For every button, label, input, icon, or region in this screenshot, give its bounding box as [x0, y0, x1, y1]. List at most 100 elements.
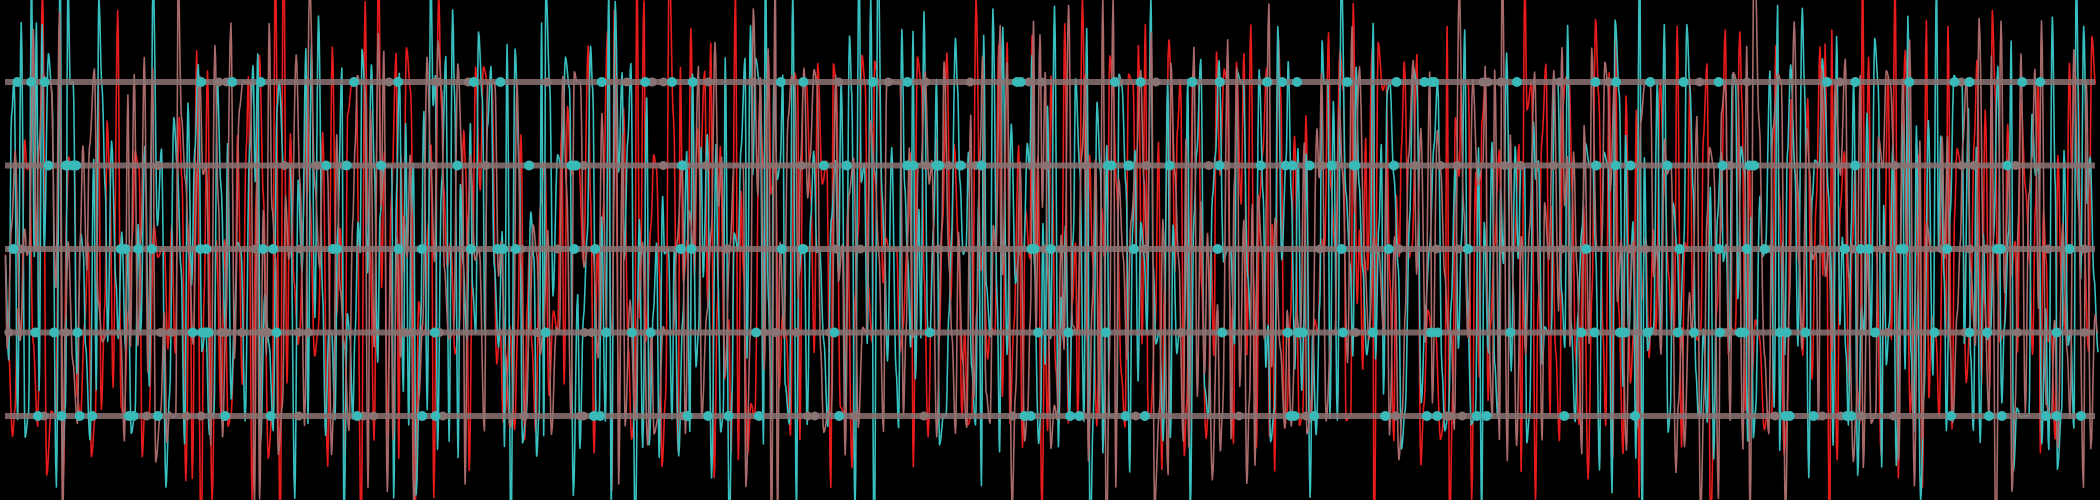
- level-marker-0-2-32: [1057, 245, 1066, 254]
- level-marker-1-2-4: [1742, 244, 1752, 254]
- level-marker-1-4-15: [349, 77, 359, 87]
- level-marker-1-4-28: [2035, 77, 2045, 87]
- level-marker-1-1-20: [73, 328, 83, 338]
- level-marker-1-2-31: [1992, 244, 2002, 254]
- level-marker-0-4-21: [214, 78, 223, 87]
- level-marker-1-2-38: [268, 244, 278, 254]
- level-marker-0-2-23: [723, 245, 732, 254]
- level-marker-1-0-1: [2052, 411, 2062, 421]
- level-marker-0-2-24: [1557, 245, 1566, 254]
- level-marker-1-3-25: [1611, 161, 1621, 171]
- level-marker-1-2-25: [201, 244, 211, 254]
- level-marker-0-2-10: [1454, 245, 1463, 254]
- level-marker-1-2-9: [1675, 244, 1685, 254]
- level-marker-0-1-18: [2080, 328, 2089, 337]
- level-marker-0-2-25: [2044, 245, 2053, 254]
- level-marker-0-2-21: [1815, 245, 1824, 254]
- level-marker-1-2-12: [147, 244, 157, 254]
- level-marker-0-0-1: [919, 412, 928, 421]
- level-marker-0-0-11: [1889, 412, 1898, 421]
- level-marker-1-0-31: [683, 411, 693, 421]
- level-marker-0-3-32: [1957, 161, 1966, 170]
- level-marker-0-3-31: [797, 161, 806, 170]
- level-marker-0-0-28: [519, 412, 528, 421]
- level-marker-0-2-18: [2080, 245, 2089, 254]
- level-marker-0-1-33: [2013, 328, 2022, 337]
- level-marker-0-2-17: [1432, 245, 1441, 254]
- level-marker-0-4-23: [1695, 78, 1704, 87]
- level-marker-1-1-2: [925, 328, 935, 338]
- level-marker-0-4-13: [747, 78, 756, 87]
- level-marker-1-3-31: [819, 161, 829, 171]
- level-marker-1-4-25: [688, 77, 698, 87]
- level-marker-1-1-25: [1368, 328, 1378, 338]
- level-marker-1-0-19: [595, 411, 605, 421]
- level-marker-0-2-22: [553, 245, 562, 254]
- level-marker-1-1-42: [1590, 328, 1600, 338]
- level-marker-1-1-39: [1433, 328, 1443, 338]
- level-marker-0-3-19: [1969, 161, 1978, 170]
- level-marker-1-1-17: [1643, 328, 1653, 338]
- level-marker-1-3-42: [1745, 161, 1755, 171]
- level-marker-0-1-10: [166, 328, 175, 337]
- level-marker-0-3-26: [427, 161, 436, 170]
- level-marker-1-3-35: [524, 161, 534, 171]
- level-marker-0-3-27: [1890, 161, 1899, 170]
- level-marker-1-4-23: [1136, 77, 1146, 87]
- level-marker-1-0-25: [834, 411, 844, 421]
- level-marker-1-2-22: [511, 244, 521, 254]
- level-marker-0-2-27: [1394, 245, 1403, 254]
- level-marker-0-0-25: [1857, 412, 1866, 421]
- level-marker-0-3-8: [1082, 161, 1091, 170]
- level-marker-1-1-9: [272, 328, 282, 338]
- level-marker-0-3-11: [280, 161, 289, 170]
- level-marker-1-2-21: [1942, 244, 1952, 254]
- level-marker-1-1-24: [829, 328, 839, 338]
- level-marker-1-1-12: [188, 328, 198, 338]
- level-marker-1-0-21: [1997, 411, 2007, 421]
- level-marker-1-1-23: [601, 328, 611, 338]
- level-marker-1-0-26: [1472, 411, 1482, 421]
- level-marker-1-4-32: [1645, 77, 1655, 87]
- level-marker-1-0-13: [417, 411, 427, 421]
- level-marker-0-4-10: [1478, 78, 1487, 87]
- level-marker-0-4-26: [1152, 78, 1161, 87]
- level-marker-1-1-40: [1930, 328, 1940, 338]
- level-marker-1-4-41: [1512, 77, 1522, 87]
- level-marker-1-1-43: [751, 328, 761, 338]
- level-marker-0-0-16: [369, 412, 378, 421]
- level-marker-1-4-1: [495, 77, 505, 87]
- level-marker-1-0-18: [1289, 411, 1299, 421]
- level-marker-1-0-7: [1559, 411, 1569, 421]
- level-marker-0-4-32: [966, 78, 975, 87]
- level-marker-1-3-0: [1389, 161, 1399, 171]
- level-marker-1-3-8: [842, 161, 852, 171]
- level-marker-0-0-14: [142, 412, 151, 421]
- level-marker-1-2-42: [258, 244, 268, 254]
- level-marker-1-0-6: [431, 411, 441, 421]
- level-marker-0-0-31: [1442, 412, 1451, 421]
- level-marker-1-1-34: [1673, 328, 1683, 338]
- level-marker-1-3-45: [43, 161, 53, 171]
- level-marker-1-0-4: [57, 411, 67, 421]
- level-marker-1-0-23: [1482, 411, 1492, 421]
- level-marker-0-1-13: [771, 328, 780, 337]
- level-marker-0-0-17: [1771, 412, 1780, 421]
- level-marker-1-0-9: [754, 411, 764, 421]
- level-marker-1-0-11: [1140, 411, 1150, 421]
- level-marker-0-1-27: [580, 328, 589, 337]
- level-marker-1-4-34: [256, 77, 266, 87]
- level-marker-1-0-29: [2041, 411, 2051, 421]
- level-marker-1-4-6: [196, 77, 206, 87]
- level-marker-1-0-8: [1121, 411, 1131, 421]
- level-marker-0-4-25: [704, 78, 713, 87]
- level-marker-0-0-32: [1391, 412, 1400, 421]
- level-marker-0-1-25: [1351, 328, 1360, 337]
- level-marker-1-4-30: [868, 77, 878, 87]
- level-marker-1-1-29: [1506, 328, 1516, 338]
- level-marker-1-4-33: [1262, 77, 1272, 87]
- level-marker-1-4-43: [1611, 77, 1621, 87]
- level-marker-1-1-0: [1965, 328, 1975, 338]
- level-marker-1-4-22: [469, 77, 479, 87]
